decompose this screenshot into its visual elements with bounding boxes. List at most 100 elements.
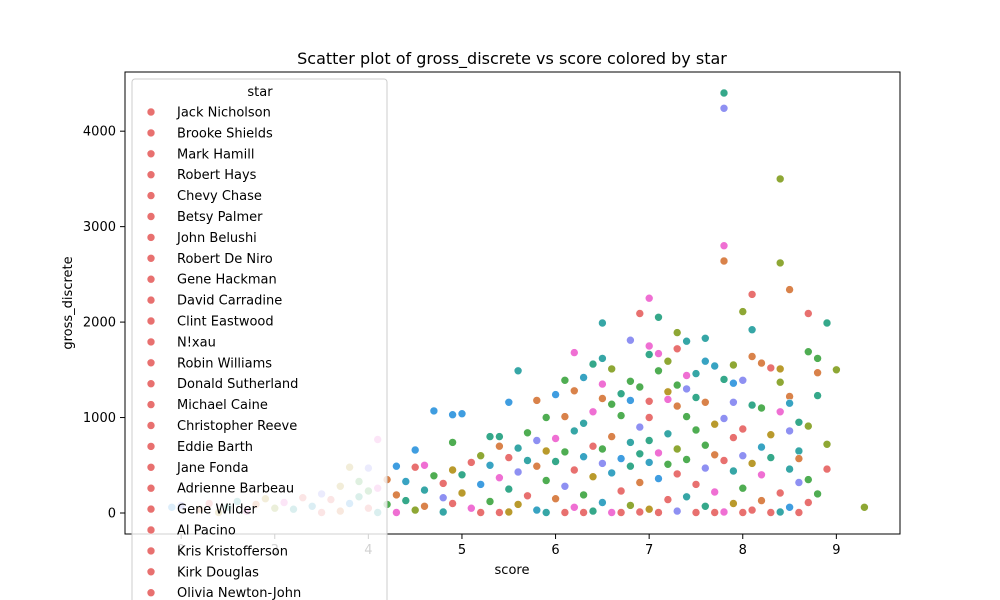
legend-marker — [146, 274, 156, 284]
scatter-point — [860, 502, 869, 512]
legend-marker — [146, 191, 156, 200]
scatter-point — [504, 453, 514, 462]
scatter-point — [729, 499, 738, 508]
scatter-point — [813, 391, 822, 400]
scatter-point — [588, 359, 598, 369]
x-tick-label: 7 — [645, 543, 653, 558]
scatter-point — [757, 470, 766, 480]
scatter-point — [598, 318, 607, 328]
scatter-point — [392, 461, 401, 471]
scatter-point — [532, 396, 542, 405]
scatter-point — [513, 467, 523, 477]
scatter-point — [682, 455, 691, 464]
scatter-point — [569, 348, 579, 357]
legend-label: Robert De Niro — [177, 252, 273, 267]
scatter-point — [700, 501, 710, 511]
scatter-point — [401, 496, 411, 505]
scatter-point — [663, 429, 673, 439]
scatter-point — [663, 495, 673, 504]
scatter-point — [682, 412, 691, 421]
scatter-point — [672, 401, 682, 411]
scatter-point — [541, 508, 551, 517]
scatter-point — [560, 508, 570, 517]
y-tick-label: 4000 — [83, 125, 116, 140]
scatter-point — [700, 440, 710, 450]
scatter-point — [663, 387, 673, 397]
legend-label: Christopher Reeve — [177, 419, 297, 434]
scatter-point — [607, 399, 617, 409]
scatter-point — [560, 412, 570, 421]
scatter-point — [598, 379, 607, 389]
scatter-point — [476, 451, 486, 461]
scatter-point — [719, 375, 729, 384]
scatter-point — [588, 441, 598, 451]
scatter-point — [569, 386, 579, 396]
legend-marker — [146, 483, 156, 493]
legend-label: Gene Wilder — [177, 503, 257, 518]
legend-label: Adrienne Barbeau — [177, 482, 294, 497]
scatter-point — [719, 456, 729, 465]
scatter-point — [485, 432, 495, 441]
y-tick-label: 1000 — [83, 411, 116, 426]
legend-marker — [146, 546, 156, 556]
scatter-point — [420, 460, 429, 470]
scatter-point — [420, 501, 429, 511]
legend-label: Clint Eastwood — [177, 315, 274, 330]
scatter-point — [729, 466, 738, 476]
scatter-point — [644, 293, 654, 303]
scatter-point — [719, 256, 729, 266]
scatter-point — [485, 460, 495, 470]
scatter-point — [485, 497, 495, 506]
scatter-point — [523, 428, 532, 438]
scatter-point — [747, 400, 757, 410]
scatter-point — [775, 174, 785, 184]
scatter-point — [495, 432, 504, 441]
scatter-point — [588, 472, 598, 482]
legend-marker — [146, 253, 156, 263]
scatter-point — [644, 436, 654, 445]
scatter-point — [747, 459, 757, 468]
scatter-point — [438, 507, 448, 517]
scatter-point — [738, 508, 748, 517]
scatter-point — [794, 454, 804, 463]
scatter-point — [541, 413, 551, 422]
scatter-point — [775, 258, 785, 268]
scatter-point — [541, 446, 551, 456]
scatter-point — [616, 389, 626, 399]
scatter-point — [747, 290, 757, 299]
scatter-point — [719, 88, 729, 98]
scatter-point — [785, 426, 794, 436]
legend-marker — [146, 442, 156, 451]
legend-label: Donald Sutherland — [177, 377, 298, 392]
legend-label: Eddie Barth — [177, 440, 253, 455]
scatter-point — [616, 411, 626, 420]
scatter-point — [569, 465, 579, 475]
scatter-point — [775, 407, 785, 417]
scatter-point — [448, 438, 457, 447]
scatter-point — [466, 458, 476, 467]
scatter-point — [532, 461, 542, 471]
scatter-point — [560, 481, 570, 491]
legend-label: David Carradine — [177, 294, 282, 309]
scatter-point — [729, 397, 738, 407]
scatter-point — [663, 459, 673, 469]
legend-label: N!xau — [177, 335, 216, 350]
scatter-point — [541, 476, 551, 485]
scatter-point — [410, 462, 420, 472]
scatter-point — [729, 433, 738, 442]
scatter-point — [700, 356, 710, 366]
scatter-point — [607, 364, 617, 374]
scatter-point — [663, 356, 673, 366]
scatter-point — [775, 488, 785, 498]
legend-marker — [146, 295, 156, 305]
scatter-point — [644, 413, 654, 422]
scatter-point — [672, 506, 682, 516]
scatter-point — [672, 444, 682, 454]
scatter-point — [822, 318, 832, 328]
legend-label: Michael Caine — [177, 398, 268, 413]
legend-marker — [146, 128, 156, 138]
scatter-point — [644, 504, 654, 514]
scatter-point — [682, 371, 691, 380]
scatter-point — [654, 349, 663, 358]
scatter-point — [700, 397, 710, 407]
